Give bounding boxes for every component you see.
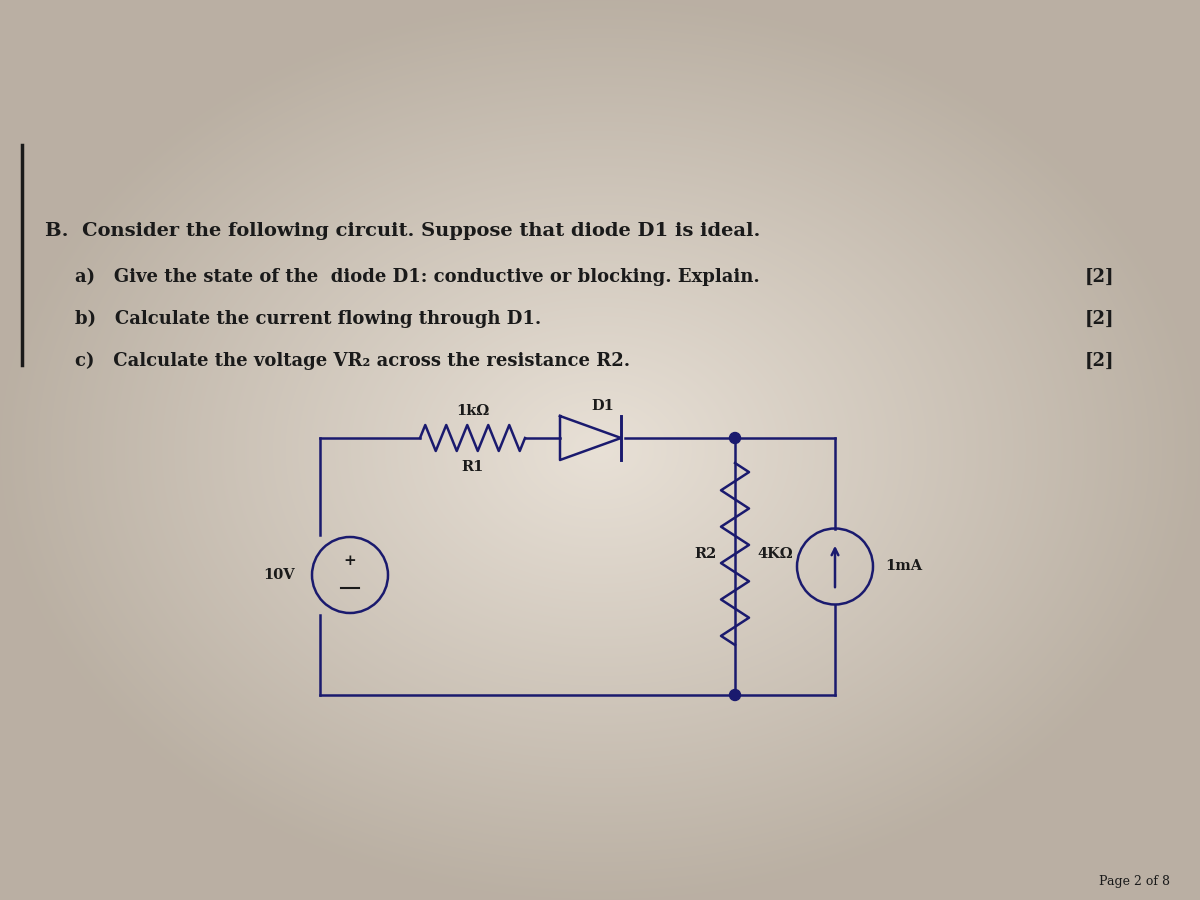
Text: R1: R1 [461,460,484,474]
Text: a)   Give the state of the  diode D1: conductive or blocking. Explain.: a) Give the state of the diode D1: condu… [74,268,760,286]
Text: D1: D1 [592,399,614,413]
Text: b)   Calculate the current flowing through D1.: b) Calculate the current flowing through… [74,310,541,328]
Text: [2]: [2] [1085,352,1115,370]
Text: 1mA: 1mA [886,560,922,573]
Text: [2]: [2] [1085,268,1115,286]
Text: Page 2 of 8: Page 2 of 8 [1099,875,1170,888]
Text: c)   Calculate the voltage VR₂ across the resistance R2.: c) Calculate the voltage VR₂ across the … [74,352,630,370]
Text: [2]: [2] [1085,310,1115,328]
Text: 4KΩ: 4KΩ [757,547,793,561]
Circle shape [730,689,740,700]
Text: +: + [343,554,356,568]
Text: 1kΩ: 1kΩ [456,404,490,418]
Circle shape [730,433,740,444]
Text: B.  Consider the following circuit. Suppose that diode D1 is ideal.: B. Consider the following circuit. Suppo… [46,222,761,240]
Text: 10V: 10V [263,568,295,582]
Text: R2: R2 [695,547,718,561]
